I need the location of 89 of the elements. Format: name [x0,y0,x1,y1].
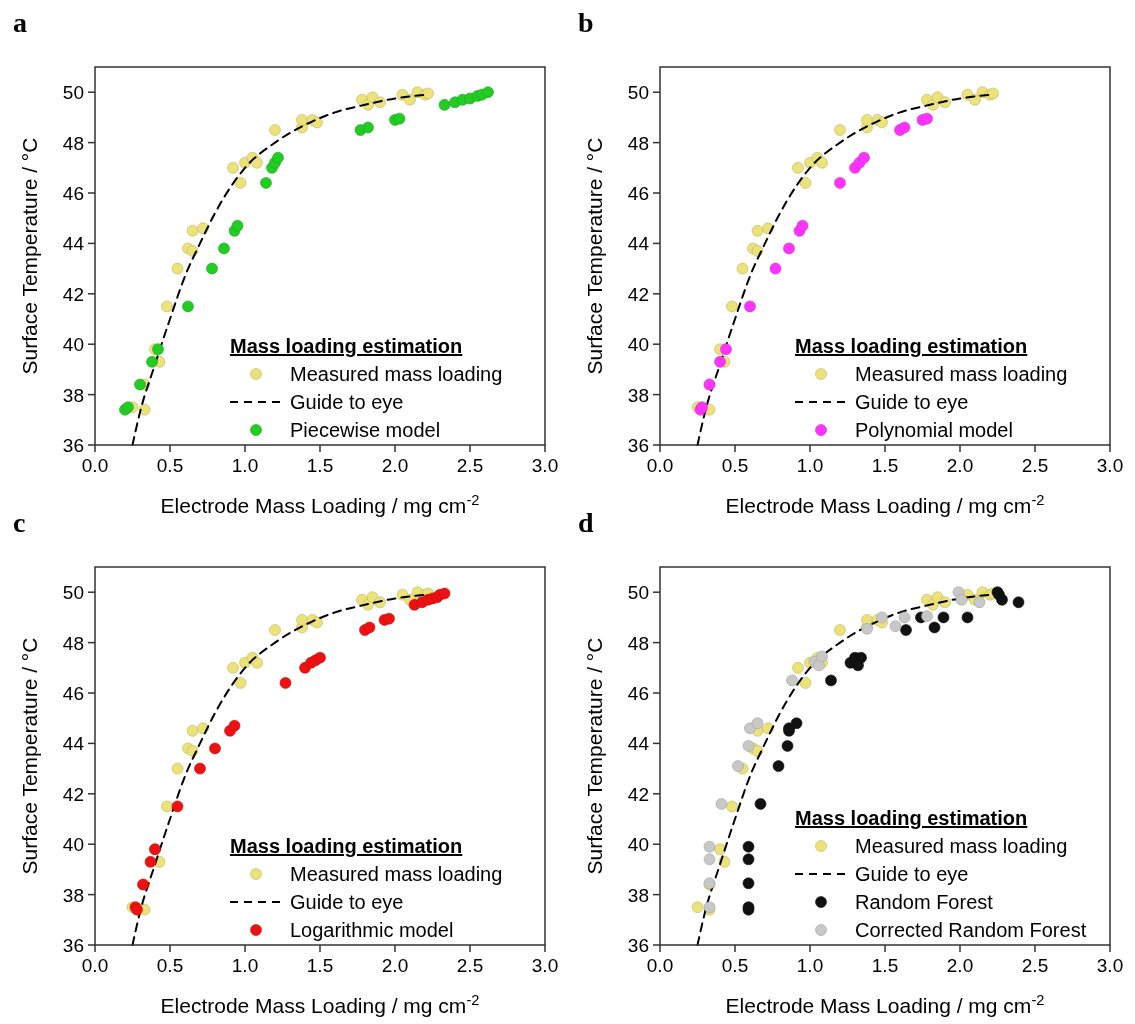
x-tick-label: 3.0 [1096,455,1124,476]
chart-title: a [13,7,27,38]
y-tick-label: 48 [62,132,84,154]
x-tick-label: 3.0 [531,955,559,976]
y-tick-label: 48 [62,632,84,654]
y-tick-label: 46 [62,683,84,704]
y-axis-title: Surface Temperature / °C [18,637,41,875]
chart-title: d [578,507,594,538]
x-tick-label: 2.5 [1021,455,1049,476]
y-tick-label: 42 [627,783,649,805]
y-axis-title: Surface Temperature / °C [583,137,606,375]
y-axis-title: Surface Temperature / °C [18,137,41,375]
y-tick-label: 46 [627,683,649,704]
y-tick-label: 42 [627,283,649,305]
y-tick-label: 40 [62,834,84,856]
x-tick-label: 0.5 [156,455,184,476]
legend-label: Guide to eye [290,391,404,413]
y-tick-label: 38 [627,884,649,906]
legend-title: Mass loading estimation [795,807,1028,829]
y-tick-label: 36 [627,935,649,956]
y-tick-label: 40 [627,334,649,356]
x-tick-label: 3.0 [531,455,559,476]
legend-title: Mass loading estimation [230,835,463,857]
y-tick-label: 48 [627,132,649,154]
y-tick-label: 44 [62,233,85,255]
x-tick-label: 0.5 [156,955,184,976]
x-tick-label: 1.0 [796,955,824,976]
legend-label: Logarithmic model [290,919,454,941]
y-axis-title: Surface Temperature / °C [583,637,606,875]
x-tick-label: 3.0 [1096,955,1124,976]
x-tick-label: 0.5 [721,455,749,476]
y-tick-label: 44 [627,733,650,755]
x-tick-label: 0.5 [721,955,749,976]
y-tick-label: 36 [62,935,84,956]
legend-label: Corrected Random Forest [855,919,1087,941]
y-tick-label: 46 [627,183,649,204]
legend-label: Random Forest [855,891,994,913]
x-tick-label: 2.0 [381,455,409,476]
y-tick-label: 42 [62,283,84,305]
legend-label: Piecewise model [290,419,441,441]
chart-title: b [578,7,594,38]
legend-label: Measured mass loading [290,863,503,885]
legend-label: Measured mass loading [855,363,1068,385]
x-tick-label: 1.5 [306,455,334,476]
x-tick-label: 1.0 [231,455,259,476]
y-tick-label: 46 [62,183,84,204]
x-tick-label: 2.0 [946,955,974,976]
y-tick-label: 50 [62,582,84,604]
y-tick-label: 48 [627,632,649,654]
x-tick-label: 1.5 [306,955,334,976]
x-axis-title: Electrode Mass Loading / mg cm$^{-2}$ [725,492,1045,517]
x-tick-label: 1.5 [871,955,899,976]
legend-label: Polynomial model [855,419,1013,441]
legend-label: Measured mass loading [855,835,1068,857]
y-tick-label: 50 [627,82,649,104]
x-tick-label: 1.0 [231,955,259,976]
x-tick-label: 2.0 [381,955,409,976]
x-tick-label: 2.5 [456,955,484,976]
x-tick-label: 2.5 [1021,955,1049,976]
y-tick-label: 40 [627,834,649,856]
y-tick-label: 40 [62,334,84,356]
x-tick-label: 0.0 [646,455,674,476]
chart-title: c [13,507,26,538]
x-tick-label: 2.0 [946,455,974,476]
y-tick-label: 38 [62,884,84,906]
y-tick-label: 36 [627,435,649,456]
y-tick-label: 38 [627,384,649,406]
x-tick-label: 2.5 [456,455,484,476]
legend-label: Guide to eye [290,891,404,913]
legend-label: Guide to eye [855,391,969,413]
y-tick-label: 42 [62,783,84,805]
y-tick-label: 50 [627,582,649,604]
x-axis-title: Electrode Mass Loading / mg cm$^{-2}$ [160,492,480,517]
x-axis-title: Electrode Mass Loading / mg cm$^{-2}$ [160,992,480,1017]
y-tick-label: 44 [62,733,85,755]
legend-title: Mass loading estimation [230,335,463,357]
y-tick-label: 36 [62,435,84,456]
x-tick-label: 0.0 [646,955,674,976]
y-tick-label: 50 [62,82,84,104]
legend-title: Mass loading estimation [795,335,1028,357]
x-tick-label: 0.0 [81,955,109,976]
x-tick-label: 1.5 [871,455,899,476]
x-tick-label: 1.0 [796,455,824,476]
legend-label: Guide to eye [855,863,969,885]
legend-label: Measured mass loading [290,363,503,385]
y-tick-label: 44 [627,233,650,255]
y-tick-label: 38 [62,384,84,406]
x-axis-title: Electrode Mass Loading / mg cm$^{-2}$ [725,992,1045,1017]
x-tick-label: 0.0 [81,455,109,476]
